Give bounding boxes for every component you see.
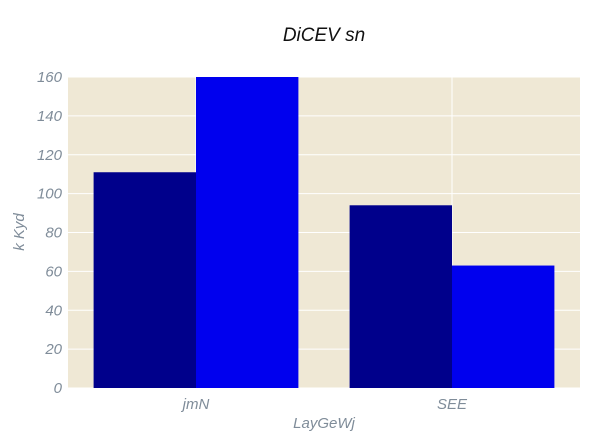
bar-jmN-series-1 bbox=[93, 172, 196, 388]
bar-SEE-series-1 bbox=[349, 205, 452, 388]
y-axis-ticks: 0 20 40 60 80 100 120 140 160 bbox=[37, 69, 63, 397]
y-tick-label: 140 bbox=[37, 108, 63, 125]
x-axis-label: LayGeWj bbox=[293, 415, 355, 432]
y-tick-label: 160 bbox=[37, 69, 63, 86]
y-tick-label: 80 bbox=[45, 225, 62, 242]
y-tick-label: 100 bbox=[37, 186, 63, 203]
bar-jmN-series-2 bbox=[196, 77, 299, 388]
y-tick-label: 20 bbox=[44, 341, 62, 358]
y-axis-label: k Kyd bbox=[11, 213, 28, 251]
x-tick-label: SEE bbox=[437, 396, 468, 413]
x-axis-ticks: jmN SEE bbox=[181, 396, 468, 413]
y-tick-label: 40 bbox=[45, 302, 62, 319]
chart-title: DiCEV sn bbox=[283, 25, 365, 46]
bars bbox=[93, 77, 555, 388]
y-tick-label: 0 bbox=[54, 380, 63, 397]
bar-SEE-series-2 bbox=[452, 265, 555, 388]
y-tick-label: 60 bbox=[45, 263, 62, 280]
y-tick-label: 120 bbox=[37, 147, 63, 164]
x-tick-label: jmN bbox=[181, 396, 210, 413]
